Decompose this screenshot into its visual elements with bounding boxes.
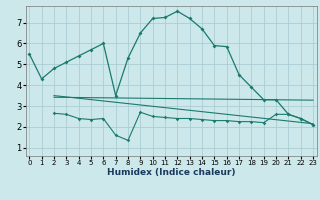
X-axis label: Humidex (Indice chaleur): Humidex (Indice chaleur): [107, 168, 236, 177]
